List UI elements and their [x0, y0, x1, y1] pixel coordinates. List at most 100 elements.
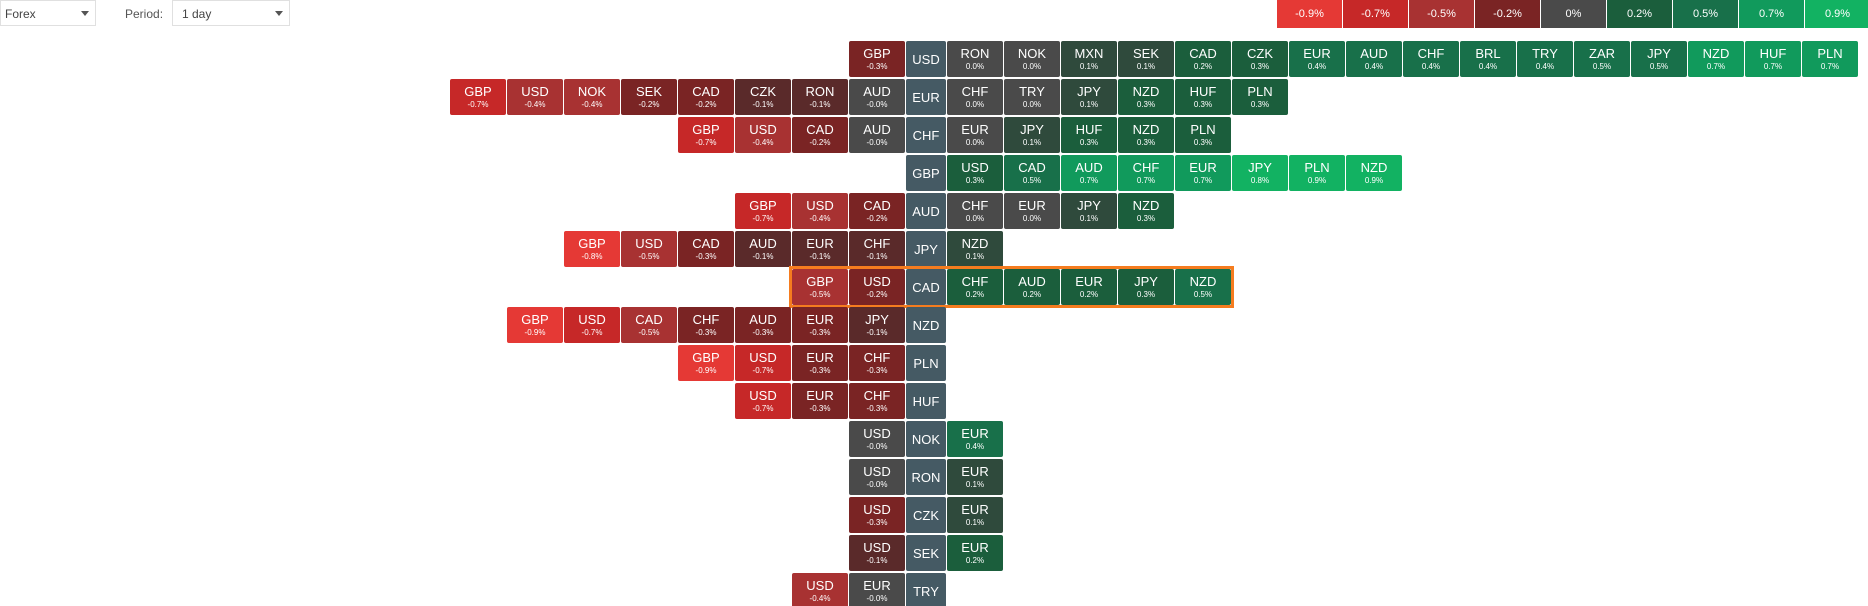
pair-tile[interactable]: GBP -0.5%	[792, 269, 848, 305]
pair-tile[interactable]: AUD -0.1%	[735, 231, 791, 267]
base-currency-nok[interactable]: NOK	[906, 421, 946, 457]
pair-tile[interactable]: HUF 0.3%	[1061, 117, 1117, 153]
pair-tile[interactable]: NZD 0.5%	[1175, 269, 1231, 305]
pair-tile[interactable]: CAD -0.2%	[678, 79, 734, 115]
pair-tile[interactable]: JPY 0.1%	[1061, 79, 1117, 115]
pair-tile[interactable]: USD -0.4%	[792, 193, 848, 229]
pair-tile[interactable]: JPY 0.5%	[1631, 41, 1687, 77]
base-currency-aud[interactable]: AUD	[906, 193, 946, 229]
pair-tile[interactable]: TRY 0.0%	[1004, 79, 1060, 115]
pair-tile[interactable]: JPY -0.1%	[849, 307, 905, 343]
pair-tile[interactable]: CZK 0.3%	[1232, 41, 1288, 77]
pair-tile[interactable]: CZK -0.1%	[735, 79, 791, 115]
pair-tile[interactable]: EUR 0.7%	[1175, 155, 1231, 191]
pair-tile[interactable]: USD -0.4%	[735, 117, 791, 153]
pair-tile[interactable]: EUR -0.3%	[792, 307, 848, 343]
pair-tile[interactable]: USD -0.4%	[507, 79, 563, 115]
pair-tile[interactable]: HUF 0.7%	[1745, 41, 1801, 77]
base-currency-gbp[interactable]: GBP	[906, 155, 946, 191]
pair-tile[interactable]: NOK 0.0%	[1004, 41, 1060, 77]
pair-tile[interactable]: USD -0.3%	[849, 497, 905, 533]
market-select[interactable]: Forex	[0, 0, 96, 26]
pair-tile[interactable]: NZD 0.7%	[1688, 41, 1744, 77]
pair-tile[interactable]: CHF 0.2%	[947, 269, 1003, 305]
pair-tile[interactable]: RON 0.0%	[947, 41, 1003, 77]
pair-tile[interactable]: GBP -0.7%	[735, 193, 791, 229]
pair-tile[interactable]: AUD 0.4%	[1346, 41, 1402, 77]
pair-tile[interactable]: GBP -0.7%	[678, 117, 734, 153]
base-currency-chf[interactable]: CHF	[906, 117, 946, 153]
pair-tile[interactable]: HUF 0.3%	[1175, 79, 1231, 115]
pair-tile[interactable]: EUR 0.2%	[947, 535, 1003, 571]
pair-tile[interactable]: NZD 0.9%	[1346, 155, 1402, 191]
pair-tile[interactable]: BRL 0.4%	[1460, 41, 1516, 77]
pair-tile[interactable]: EUR -0.3%	[792, 345, 848, 381]
pair-tile[interactable]: CAD 0.2%	[1175, 41, 1231, 77]
pair-tile[interactable]: USD -0.7%	[735, 383, 791, 419]
base-currency-jpy[interactable]: JPY	[906, 231, 946, 267]
pair-tile[interactable]: GBP -0.3%	[849, 41, 905, 77]
pair-tile[interactable]: JPY 0.1%	[1061, 193, 1117, 229]
pair-tile[interactable]: MXN 0.1%	[1061, 41, 1117, 77]
pair-tile[interactable]: USD -0.7%	[735, 345, 791, 381]
pair-tile[interactable]: EUR 0.4%	[947, 421, 1003, 457]
pair-tile[interactable]: AUD 0.2%	[1004, 269, 1060, 305]
pair-tile[interactable]: SEK -0.2%	[621, 79, 677, 115]
pair-tile[interactable]: JPY 0.8%	[1232, 155, 1288, 191]
pair-tile[interactable]: CHF -0.1%	[849, 231, 905, 267]
pair-tile[interactable]: USD -0.7%	[564, 307, 620, 343]
pair-tile[interactable]: NZD 0.3%	[1118, 117, 1174, 153]
pair-tile[interactable]: AUD -0.0%	[849, 79, 905, 115]
pair-tile[interactable]: GBP -0.7%	[450, 79, 506, 115]
pair-tile[interactable]: EUR -0.3%	[792, 383, 848, 419]
pair-tile[interactable]: JPY 0.3%	[1118, 269, 1174, 305]
pair-tile[interactable]: PLN 0.9%	[1289, 155, 1345, 191]
pair-tile[interactable]: SEK 0.1%	[1118, 41, 1174, 77]
base-currency-huf[interactable]: HUF	[906, 383, 946, 419]
pair-tile[interactable]: USD 0.3%	[947, 155, 1003, 191]
pair-tile[interactable]: CHF 0.0%	[947, 193, 1003, 229]
pair-tile[interactable]: NZD 0.1%	[947, 231, 1003, 267]
pair-tile[interactable]: GBP -0.9%	[678, 345, 734, 381]
base-currency-nzd[interactable]: NZD	[906, 307, 946, 343]
pair-tile[interactable]: EUR 0.1%	[947, 459, 1003, 495]
pair-tile[interactable]: CHF -0.3%	[678, 307, 734, 343]
pair-tile[interactable]: GBP -0.9%	[507, 307, 563, 343]
pair-tile[interactable]: CAD -0.3%	[678, 231, 734, 267]
pair-tile[interactable]: EUR -0.1%	[792, 231, 848, 267]
pair-tile[interactable]: USD -0.1%	[849, 535, 905, 571]
pair-tile[interactable]: EUR 0.2%	[1061, 269, 1117, 305]
pair-tile[interactable]: JPY 0.1%	[1004, 117, 1060, 153]
pair-tile[interactable]: NOK -0.4%	[564, 79, 620, 115]
pair-tile[interactable]: NZD 0.3%	[1118, 79, 1174, 115]
pair-tile[interactable]: EUR 0.1%	[947, 497, 1003, 533]
pair-tile[interactable]: GBP -0.8%	[564, 231, 620, 267]
pair-tile[interactable]: NZD 0.3%	[1118, 193, 1174, 229]
pair-tile[interactable]: CAD 0.5%	[1004, 155, 1060, 191]
pair-tile[interactable]: USD -0.2%	[849, 269, 905, 305]
base-currency-usd[interactable]: USD	[906, 41, 946, 77]
pair-tile[interactable]: USD -0.4%	[792, 573, 848, 606]
base-currency-eur[interactable]: EUR	[906, 79, 946, 115]
pair-tile[interactable]: USD -0.0%	[849, 421, 905, 457]
pair-tile[interactable]: AUD -0.0%	[849, 117, 905, 153]
pair-tile[interactable]: AUD 0.7%	[1061, 155, 1117, 191]
pair-tile[interactable]: USD -0.5%	[621, 231, 677, 267]
pair-tile[interactable]: USD -0.0%	[849, 459, 905, 495]
pair-tile[interactable]: EUR 0.4%	[1289, 41, 1345, 77]
base-currency-try[interactable]: TRY	[906, 573, 946, 606]
pair-tile[interactable]: CHF -0.3%	[849, 383, 905, 419]
pair-tile[interactable]: CHF 0.0%	[947, 79, 1003, 115]
base-currency-ron[interactable]: RON	[906, 459, 946, 495]
base-currency-cad[interactable]: CAD	[906, 269, 946, 305]
pair-tile[interactable]: PLN 0.3%	[1175, 117, 1231, 153]
pair-tile[interactable]: EUR 0.0%	[947, 117, 1003, 153]
base-currency-sek[interactable]: SEK	[906, 535, 946, 571]
period-select[interactable]: 1 day	[172, 0, 290, 26]
pair-tile[interactable]: ZAR 0.5%	[1574, 41, 1630, 77]
pair-tile[interactable]: CAD -0.2%	[792, 117, 848, 153]
pair-tile[interactable]: AUD -0.3%	[735, 307, 791, 343]
pair-tile[interactable]: CHF 0.4%	[1403, 41, 1459, 77]
pair-tile[interactable]: CHF -0.3%	[849, 345, 905, 381]
pair-tile[interactable]: CHF 0.7%	[1118, 155, 1174, 191]
